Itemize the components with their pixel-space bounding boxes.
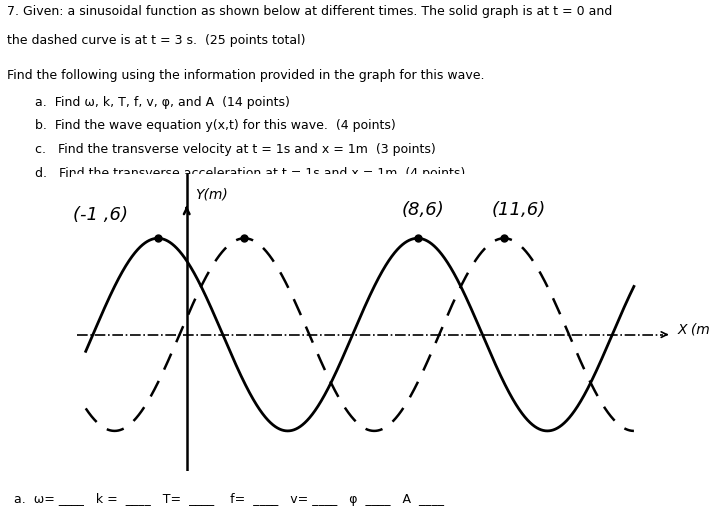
Text: a.  Find ω, k, T, f, v, φ, and A  (14 points): a. Find ω, k, T, f, v, φ, and A (14 poin…	[35, 96, 290, 109]
Text: Y(m): Y(m)	[195, 187, 228, 201]
Text: b.  Find the wave equation y(x,t) for this wave.  (4 points): b. Find the wave equation y(x,t) for thi…	[35, 119, 396, 133]
Text: X (m ): X (m )	[677, 323, 713, 337]
Text: Find the following using the information provided in the graph for this wave.: Find the following using the information…	[7, 69, 485, 81]
Text: a.  ω= ____   k =  ____   T=  ____    f=  ____   v= ____   φ  ____   A  ____: a. ω= ____ k = ____ T= ____ f= ____ v= _…	[14, 493, 444, 506]
Text: 7. Given: a sinusoidal function as shown below at different times. The solid gra: 7. Given: a sinusoidal function as shown…	[7, 5, 612, 18]
Text: d.   Find the transverse acceleration at t = 1s and x = 1m  (4 points): d. Find the transverse acceleration at t…	[35, 167, 466, 180]
Text: (11,6): (11,6)	[491, 201, 545, 219]
Text: the dashed curve is at t = 3 s.  (25 points total): the dashed curve is at t = 3 s. (25 poin…	[7, 34, 306, 47]
Text: (8,6): (8,6)	[402, 201, 445, 219]
Text: c.   Find the transverse velocity at t = 1s and x = 1m  (3 points): c. Find the transverse velocity at t = 1…	[35, 143, 436, 156]
Text: (-1 ,6): (-1 ,6)	[73, 206, 128, 224]
